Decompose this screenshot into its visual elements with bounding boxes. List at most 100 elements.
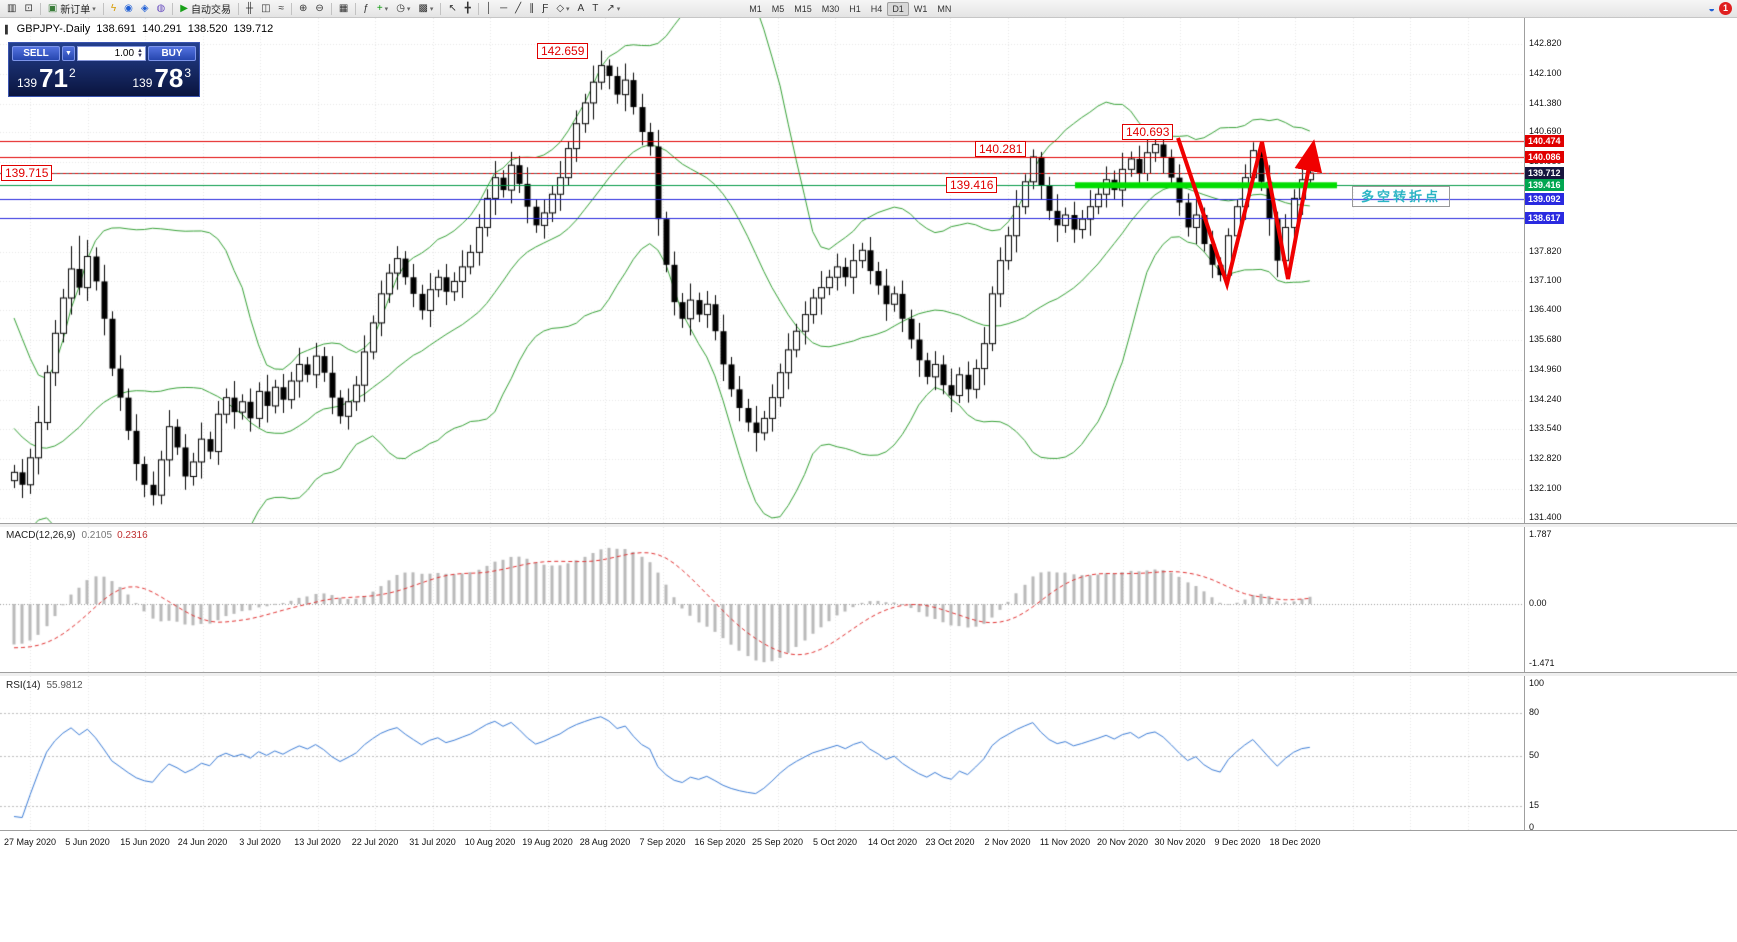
date-axis-label: 7 Sep 2020 xyxy=(639,837,686,847)
symbol-title: ▌ GBPJPY-.Daily 138.691 140.291 138.520 … xyxy=(5,23,273,35)
arrows-icon[interactable]: ↗ ▾ xyxy=(606,3,621,14)
toolbar-separator xyxy=(330,2,332,15)
macd-signal-value: 0.2316 xyxy=(117,530,148,541)
line-chart-icon[interactable]: ≈ xyxy=(278,3,285,14)
date-axis-label: 10 Aug 2020 xyxy=(464,837,516,847)
sell-dropdown-icon[interactable]: ▼ xyxy=(62,46,75,61)
macd-indicator-label: MACD(12,26,9) 0.2105 0.2316 xyxy=(6,530,148,541)
timeframe-button-M30[interactable]: M30 xyxy=(821,3,840,14)
community-icon[interactable]: ◒ xyxy=(1708,2,1715,15)
price-callout[interactable]: 140.693 xyxy=(1122,124,1174,141)
indicators-icon[interactable]: ƒ xyxy=(363,3,369,14)
data-window-icon[interactable]: ◈ xyxy=(140,3,149,14)
toolbar-separator xyxy=(291,2,293,15)
timeframe-button-W1[interactable]: W1 xyxy=(913,3,928,14)
price-line-axis-label: 138.617 xyxy=(1525,212,1564,225)
periods-icon[interactable]: ◷ ▾ xyxy=(396,3,411,14)
new-chart-icon[interactable]: ▥ xyxy=(7,3,17,14)
date-axis-label: 9 Dec 2020 xyxy=(1214,837,1261,847)
timeframe-button-H1[interactable]: H1 xyxy=(849,3,861,14)
market-watch-icon[interactable]: ◉ xyxy=(124,3,133,14)
date-axis-label: 23 Oct 2020 xyxy=(925,837,975,847)
time-axis[interactable] xyxy=(0,830,1737,854)
timeframe-button-H4[interactable]: H4 xyxy=(870,3,883,14)
crosshair-icon[interactable]: ╋ xyxy=(464,3,471,14)
toolbar-separator xyxy=(102,2,104,15)
price-line-axis-label: 139.416 xyxy=(1525,179,1564,192)
buy-price[interactable]: 139 78 3 xyxy=(132,63,191,93)
date-axis-label: 19 Aug 2020 xyxy=(522,837,573,847)
volume-value: 1.00 xyxy=(114,48,135,59)
timeframe-button-M1[interactable]: M1 xyxy=(749,3,762,14)
buy-button[interactable]: BUY xyxy=(148,46,196,61)
date-axis-label: 5 Oct 2020 xyxy=(812,837,858,847)
toolbar-separator xyxy=(355,2,357,15)
rsi-axis-tick: 80 xyxy=(1529,706,1540,717)
autotrading-button[interactable]: ▶ 自动交易 xyxy=(180,3,231,16)
price-axis-tick: 135.680 xyxy=(1529,334,1562,345)
zoom-out-icon[interactable]: ⊖ xyxy=(315,3,324,14)
horizontal-line-icon[interactable]: ─ xyxy=(500,3,508,14)
cursor-icon[interactable]: ↖ xyxy=(448,3,457,14)
price-callout[interactable]: 140.281 xyxy=(975,141,1027,158)
price-line-axis-label: 140.474 xyxy=(1525,135,1564,148)
notification-badge[interactable]: 1 xyxy=(1719,2,1732,15)
symbol-name: GBPJPY-.Daily xyxy=(16,23,91,35)
shapes-icon[interactable]: ◇ ▾ xyxy=(556,3,570,14)
volume-spinner[interactable]: ▲ ▼ xyxy=(137,47,143,59)
timeframe-button-M15[interactable]: M15 xyxy=(794,3,812,14)
tile-windows-icon[interactable]: ▦ xyxy=(338,3,349,14)
timeframe-button-MN[interactable]: MN xyxy=(937,3,952,14)
panel-divider[interactable] xyxy=(0,672,1737,676)
macd-axis-tick: 0.00 xyxy=(1529,598,1547,608)
main-chart-canvas[interactable] xyxy=(0,18,1524,523)
trendline-icon[interactable]: ╱ xyxy=(515,3,522,14)
price-callout[interactable]: 139.715 xyxy=(1,164,53,181)
date-axis-label: 3 Jul 2020 xyxy=(239,837,281,847)
bar-chart-icon[interactable]: ╫ xyxy=(245,3,254,14)
timeframe-button-D1[interactable]: D1 xyxy=(887,1,909,16)
macd-axis-tick: -1.471 xyxy=(1529,657,1555,668)
panel-divider[interactable] xyxy=(0,523,1737,527)
timeframe-button-M5[interactable]: M5 xyxy=(771,3,785,14)
toolbar-separator xyxy=(39,2,41,15)
price-callout[interactable]: 142.659 xyxy=(537,42,589,59)
date-axis-label: 14 Oct 2020 xyxy=(867,837,918,847)
price-axis-tick: 142.820 xyxy=(1529,38,1562,48)
volume-input[interactable]: 1.00 ▲ ▼ xyxy=(77,46,146,61)
rsi-axis-tick: 15 xyxy=(1529,800,1540,811)
text-label-icon[interactable]: T xyxy=(592,3,599,14)
candlestick-chart-icon[interactable]: ◫ xyxy=(261,3,271,14)
zoom-in-icon[interactable]: ⊕ xyxy=(299,3,308,14)
macd-main-value: 0.2105 xyxy=(81,530,113,541)
date-axis-label: 18 Dec 2020 xyxy=(1269,837,1321,847)
rsi-panel-canvas[interactable] xyxy=(0,676,1524,830)
channel-icon[interactable]: ∥ xyxy=(529,3,535,14)
strategy-tester-icon[interactable]: ◍ xyxy=(156,3,166,14)
fibonacci-icon[interactable]: Ƒ xyxy=(542,3,549,14)
metaeditor-icon[interactable]: ϟ xyxy=(110,3,117,14)
macd-panel-canvas[interactable] xyxy=(0,527,1524,672)
sell-price[interactable]: 139 71 2 xyxy=(17,63,76,93)
templates-icon[interactable]: ▩ ▾ xyxy=(418,3,434,14)
text-icon[interactable]: A xyxy=(577,3,585,14)
price-callout[interactable]: 139.416 xyxy=(946,177,998,194)
price-axis-tick: 134.240 xyxy=(1529,394,1562,405)
price-axis-tick: 132.100 xyxy=(1529,482,1562,493)
date-axis-label: 28 Aug 2020 xyxy=(579,837,631,847)
new-order-button[interactable]: ▣ 新订单 ▾ xyxy=(47,3,96,16)
bar-open: 138.691 xyxy=(96,23,136,35)
rsi-axis-tick: 50 xyxy=(1529,750,1540,760)
note-text-box[interactable]: 多空转折点 xyxy=(1352,186,1451,207)
macd-axis-tick: 1.787 xyxy=(1529,529,1552,539)
add-indicator-icon[interactable]: + ▾ xyxy=(376,3,389,14)
sell-button[interactable]: SELL xyxy=(12,46,60,61)
date-axis-label: 11 Nov 2020 xyxy=(1039,837,1091,847)
chart-profiles-icon[interactable]: ⊡ xyxy=(24,3,33,14)
bar-high: 140.291 xyxy=(142,23,182,35)
chart-symbol-icon: ▌ xyxy=(5,24,11,34)
toolbar-buttons: ▥ ⊡ ▣ 新订单 ▾ ϟ ◉ ◈ ◍ ▶ 自动交易 ╫ ◫ ≈ ⊕ ⊖ ▦ ƒ + ▾ ◷ ▾ ▩ ▾ ↖ ╋ │ ─ ╱ ∥ Ƒ ◇ ▾ A T… xyxy=(3,0,624,17)
vertical-line-icon[interactable]: │ xyxy=(485,3,493,14)
price-axis-tick: 136.400 xyxy=(1529,304,1562,315)
